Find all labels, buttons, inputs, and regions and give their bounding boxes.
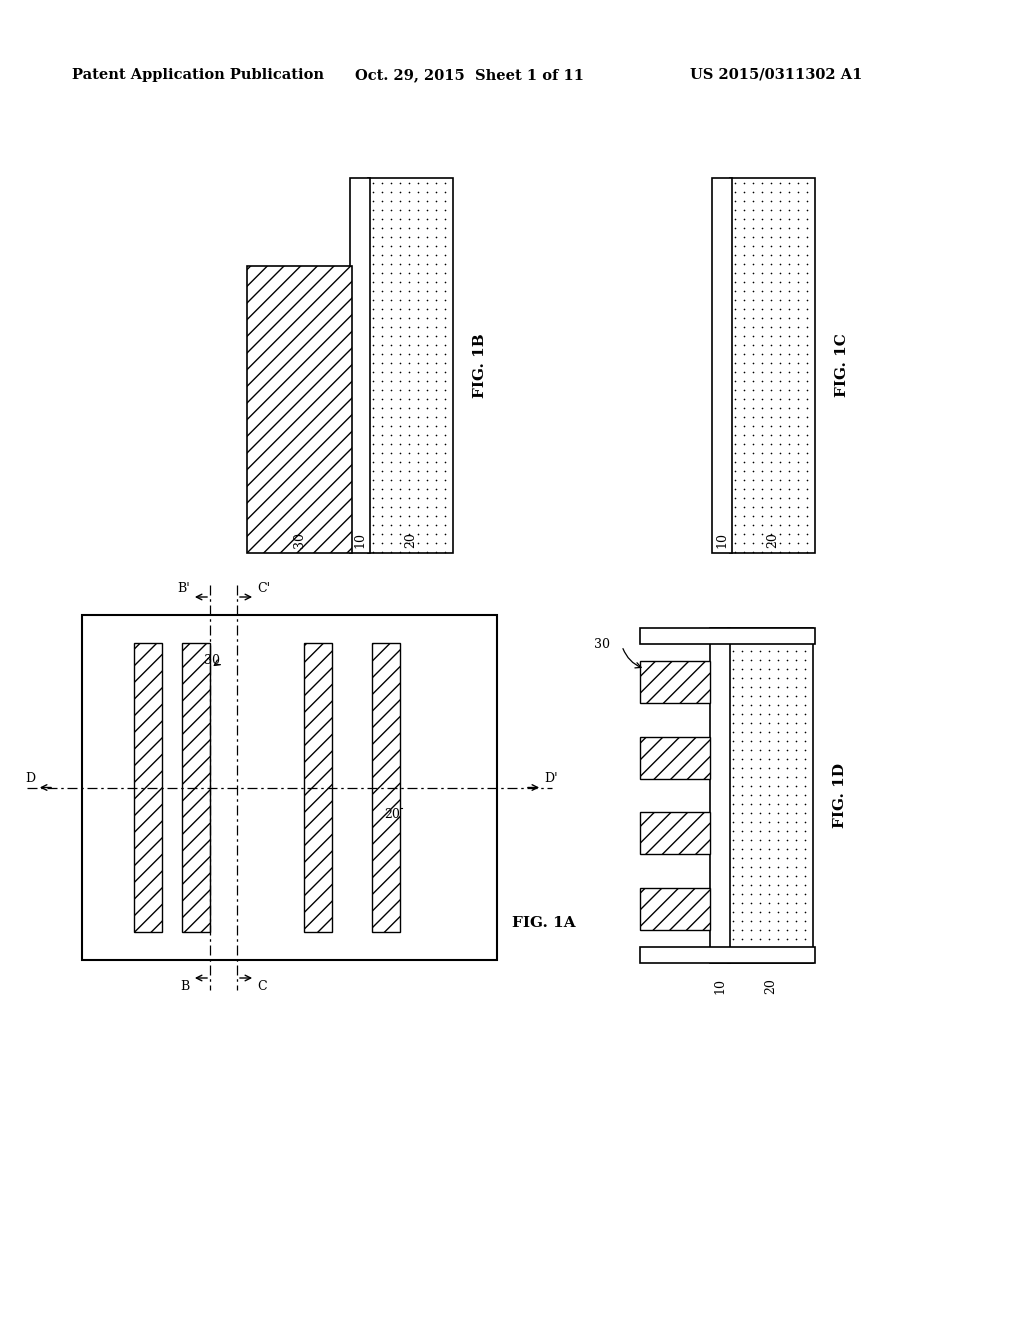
Text: Patent Application Publication: Patent Application Publication	[72, 69, 324, 82]
Text: 20: 20	[766, 532, 779, 548]
Bar	[304, 643, 332, 932]
Text: 20: 20	[764, 978, 777, 994]
Text: 10: 10	[714, 978, 726, 994]
Bar	[640, 946, 815, 964]
Text: C: C	[257, 979, 266, 993]
Text: B': B'	[177, 582, 190, 595]
Text: US 2015/0311302 A1: US 2015/0311302 A1	[690, 69, 862, 82]
Bar	[640, 661, 710, 702]
Bar	[640, 888, 710, 931]
Bar	[640, 812, 710, 854]
Bar	[182, 643, 210, 932]
Text: D: D	[25, 771, 35, 784]
Text: 30: 30	[594, 638, 610, 651]
Bar	[350, 178, 370, 553]
Bar	[372, 643, 400, 932]
Bar	[82, 615, 497, 960]
Text: B: B	[181, 979, 190, 993]
Bar	[710, 628, 730, 964]
Text: 20: 20	[384, 808, 400, 821]
Text: 10: 10	[353, 532, 367, 548]
Text: D': D'	[544, 771, 558, 784]
Text: FIG. 1C: FIG. 1C	[835, 334, 849, 397]
Bar	[640, 628, 815, 644]
Text: 30: 30	[204, 655, 220, 668]
Text: 20: 20	[404, 532, 417, 548]
Bar	[728, 628, 813, 964]
Bar	[368, 178, 453, 553]
Text: Oct. 29, 2015  Sheet 1 of 11: Oct. 29, 2015 Sheet 1 of 11	[355, 69, 584, 82]
Bar	[730, 178, 815, 553]
Bar	[134, 643, 162, 932]
Text: FIG. 1B: FIG. 1B	[473, 333, 487, 397]
Text: 30: 30	[293, 532, 306, 548]
Bar	[640, 737, 710, 779]
Text: FIG. 1D: FIG. 1D	[833, 763, 847, 828]
Text: C': C'	[257, 582, 270, 595]
Text: 10: 10	[716, 532, 728, 548]
Text: FIG. 1A: FIG. 1A	[512, 916, 575, 931]
Bar	[712, 178, 732, 553]
Bar	[247, 267, 352, 553]
